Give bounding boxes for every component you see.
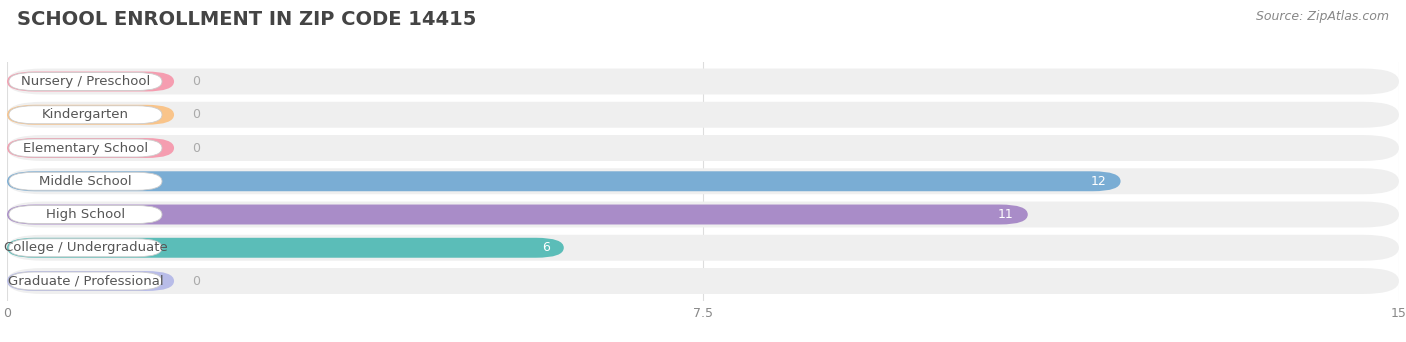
Text: 11: 11 — [998, 208, 1014, 221]
FancyBboxPatch shape — [7, 171, 1121, 191]
FancyBboxPatch shape — [8, 206, 162, 223]
Text: 6: 6 — [541, 241, 550, 254]
FancyBboxPatch shape — [8, 239, 162, 257]
FancyBboxPatch shape — [8, 172, 162, 190]
Text: SCHOOL ENROLLMENT IN ZIP CODE 14415: SCHOOL ENROLLMENT IN ZIP CODE 14415 — [17, 10, 477, 29]
FancyBboxPatch shape — [8, 106, 162, 124]
Text: Elementary School: Elementary School — [22, 142, 148, 155]
Text: 0: 0 — [193, 275, 201, 288]
Text: 12: 12 — [1091, 175, 1107, 188]
Text: Kindergarten: Kindergarten — [42, 108, 129, 121]
Text: Graduate / Professional: Graduate / Professional — [7, 275, 163, 288]
Text: 0: 0 — [193, 75, 201, 88]
Text: 0: 0 — [193, 108, 201, 121]
FancyBboxPatch shape — [8, 139, 162, 157]
FancyBboxPatch shape — [7, 105, 174, 125]
FancyBboxPatch shape — [7, 102, 1399, 128]
FancyBboxPatch shape — [7, 71, 174, 92]
FancyBboxPatch shape — [7, 271, 174, 291]
FancyBboxPatch shape — [7, 235, 1399, 261]
Text: College / Undergraduate: College / Undergraduate — [4, 241, 167, 254]
Text: Middle School: Middle School — [39, 175, 132, 188]
Text: High School: High School — [46, 208, 125, 221]
FancyBboxPatch shape — [7, 205, 1028, 224]
Text: 0: 0 — [193, 142, 201, 155]
FancyBboxPatch shape — [7, 201, 1399, 227]
FancyBboxPatch shape — [7, 135, 1399, 161]
FancyBboxPatch shape — [8, 73, 162, 91]
Text: Source: ZipAtlas.com: Source: ZipAtlas.com — [1256, 10, 1389, 23]
FancyBboxPatch shape — [7, 268, 1399, 294]
Text: Nursery / Preschool: Nursery / Preschool — [21, 75, 150, 88]
FancyBboxPatch shape — [7, 68, 1399, 94]
FancyBboxPatch shape — [7, 138, 174, 158]
FancyBboxPatch shape — [8, 272, 162, 290]
FancyBboxPatch shape — [7, 168, 1399, 194]
FancyBboxPatch shape — [7, 238, 564, 258]
